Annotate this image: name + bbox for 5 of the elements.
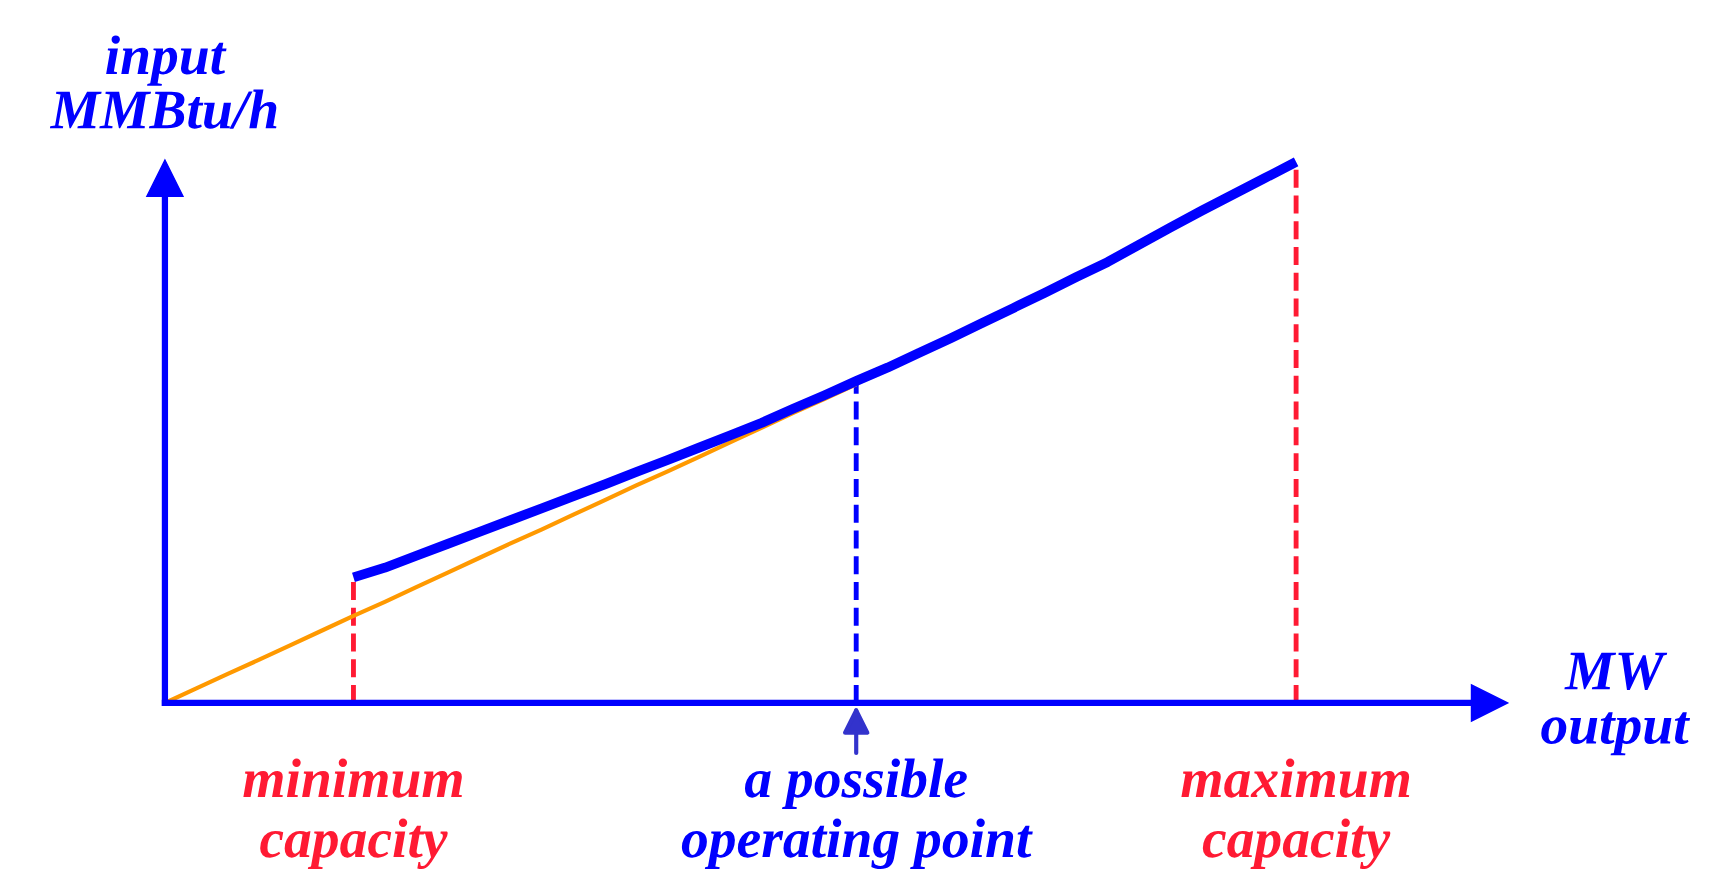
text: maximum capacity <box>1181 758 1410 870</box>
y-axis-title: input MMBtu/h <box>49 35 277 129</box>
text: a possible operating point <box>681 758 1033 869</box>
text: minimum capacity <box>243 758 462 870</box>
x-axis-title: MW output <box>1541 652 1691 756</box>
